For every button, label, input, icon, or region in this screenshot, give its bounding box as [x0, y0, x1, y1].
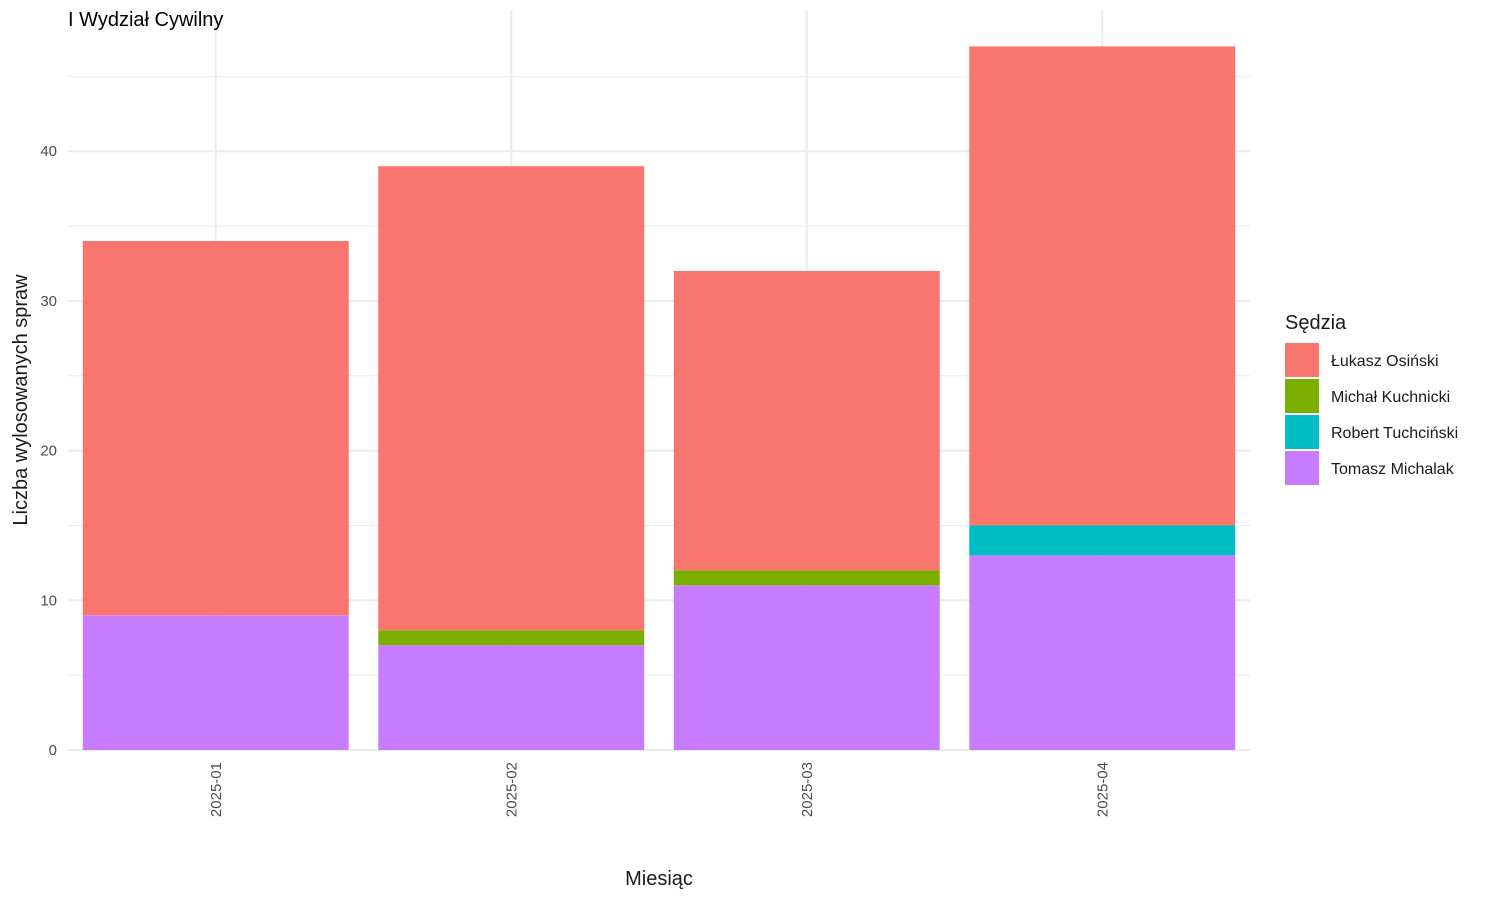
legend-swatch: [1285, 451, 1319, 485]
chart-title: I Wydział Cywilny: [68, 9, 223, 31]
bar-segment: [673, 570, 940, 586]
y-tick-label: 0: [49, 742, 57, 759]
y-tick-label: 10: [40, 592, 57, 609]
x-tick-label: 2025-04: [1094, 762, 1111, 817]
bar-segment: [673, 270, 940, 571]
y-axis-ticks: 0 10 20 30 40: [40, 143, 57, 759]
y-axis-title: Liczba wylosowanych spraw: [10, 274, 32, 526]
bar-segment: [378, 166, 645, 631]
legend-title: Sędzia: [1285, 312, 1347, 334]
legend-label: Robert Tuchciński: [1331, 425, 1458, 442]
legend-swatch: [1285, 343, 1319, 377]
bar-segment: [673, 585, 940, 750]
y-tick-label: 30: [40, 293, 57, 310]
bar-segment: [82, 615, 349, 750]
y-tick-label: 20: [40, 443, 57, 460]
x-tick-label: 2025-02: [503, 762, 520, 817]
legend-swatch: [1285, 415, 1319, 449]
legend-label: Łukasz Osiński: [1331, 353, 1439, 370]
legend-label: Tomasz Michalak: [1331, 461, 1455, 478]
x-axis-title: Miesiąc: [625, 868, 693, 890]
bar-segment: [969, 46, 1236, 526]
bar-segment: [969, 525, 1236, 556]
legend: Sędzia Łukasz Osiński Michał Kuchnicki Rob…: [1285, 312, 1458, 485]
bar-segment: [82, 241, 349, 616]
x-axis-ticks: 2025-01 2025-02 2025-03 2025-04: [208, 762, 1112, 817]
bar-segment: [378, 645, 645, 750]
bar-segment: [378, 630, 645, 646]
legend-swatch: [1285, 379, 1319, 413]
y-tick-label: 40: [40, 143, 57, 160]
bar-segment: [969, 555, 1236, 750]
x-tick-label: 2025-01: [208, 762, 225, 817]
legend-label: Michał Kuchnicki: [1331, 389, 1450, 406]
x-tick-label: 2025-03: [799, 762, 816, 817]
bars: [82, 46, 1236, 750]
